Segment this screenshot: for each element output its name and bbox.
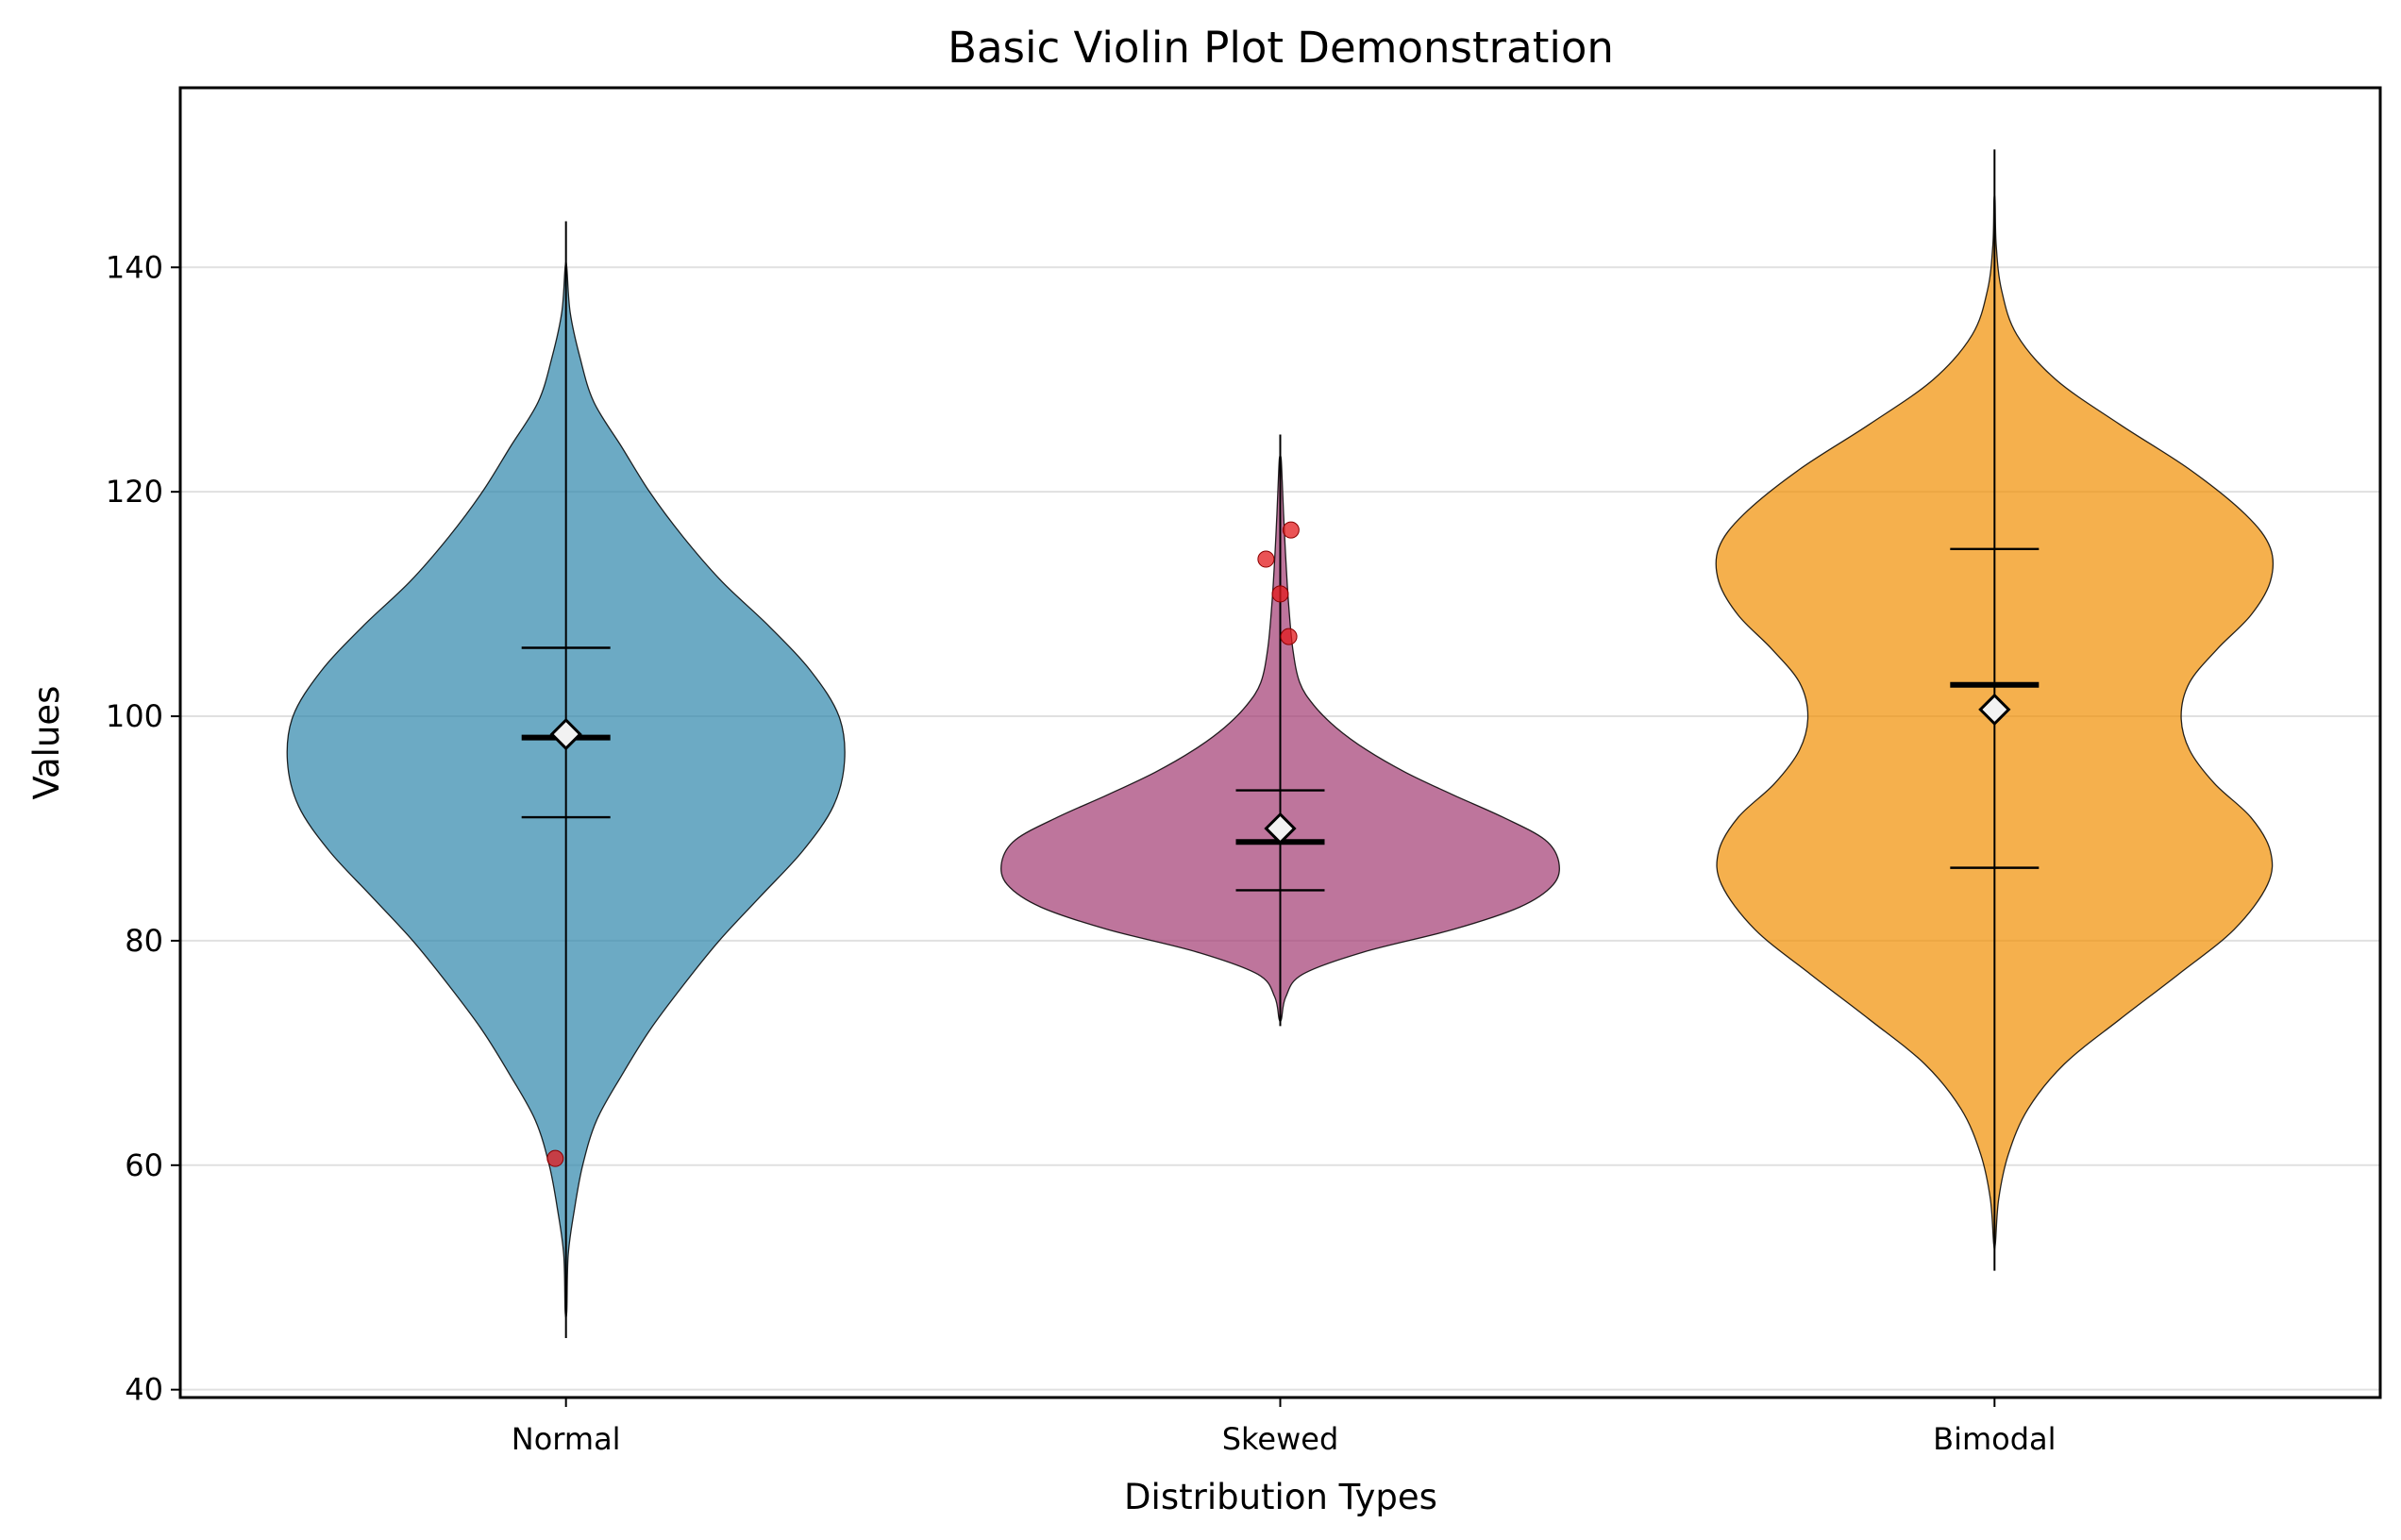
x-tick-label: Normal [512, 1421, 621, 1457]
y-tick-label: 40 [125, 1372, 163, 1408]
outlier-point [1280, 628, 1298, 645]
x-axis-label: Distribution Types [1124, 1477, 1437, 1517]
y-axis-ticks: 40 60 80 100 120 140 [106, 249, 180, 1408]
y-tick-label: 80 [125, 923, 163, 959]
data-points [546, 521, 1300, 1167]
x-tick-label: Bimodal [1933, 1421, 2056, 1457]
mean-marker [1264, 812, 1297, 845]
outlier-point [1282, 521, 1300, 539]
x-axis-ticks: Normal Skewed Bimodal [512, 1398, 2057, 1457]
outlier-point [546, 1149, 564, 1167]
x-tick-label: Skewed [1222, 1421, 1339, 1457]
y-tick-label: 140 [106, 249, 163, 285]
y-tick-label: 120 [106, 474, 163, 510]
mean-marker [1978, 693, 2011, 727]
outlier-point [1271, 585, 1289, 603]
chart-title: Basic Violin Plot Demonstration [948, 23, 1614, 73]
y-tick-label: 100 [106, 698, 163, 734]
y-tick-label: 60 [125, 1147, 163, 1183]
y-axis-label: Values [26, 686, 67, 800]
mean-marker [549, 717, 582, 751]
violin-stat-lines [521, 149, 2040, 1338]
outlier-point [1257, 550, 1275, 568]
